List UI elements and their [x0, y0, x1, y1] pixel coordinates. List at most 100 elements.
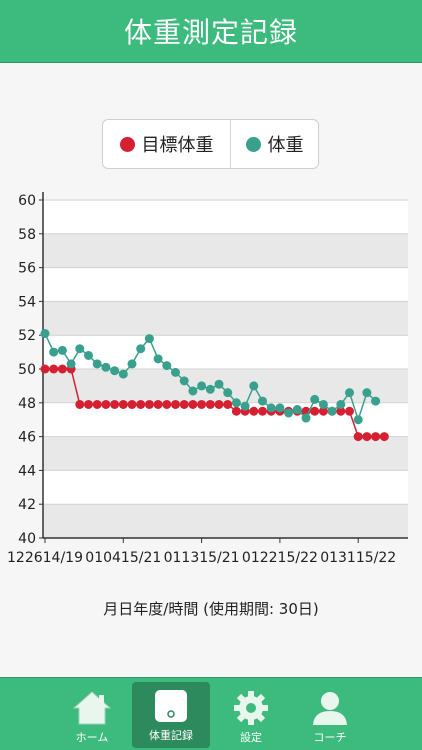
grid-band: [43, 369, 408, 403]
y-tick-label: 58: [18, 227, 36, 243]
weight-point: [318, 399, 328, 409]
weight-point: [110, 366, 120, 376]
weight-point: [75, 344, 85, 354]
weight-point: [136, 344, 146, 354]
weight-point: [162, 361, 172, 371]
target-weight-point: [162, 399, 172, 409]
target-weight-point: [249, 406, 259, 416]
target-weight-point: [84, 399, 93, 409]
weight-point: [336, 399, 346, 409]
y-tick-label: 48: [18, 396, 36, 412]
target-weight-point: [188, 399, 198, 409]
grid-band: [43, 436, 408, 471]
tab-label-coach: コーチ: [313, 731, 347, 744]
weight-point: [92, 359, 102, 369]
x-axis-label: 月日年度/時間 (使用期間: 30日): [103, 600, 319, 618]
target-weight-point: [110, 399, 120, 409]
target-weight-point: [310, 406, 320, 416]
x-tick-label: 122614/19: [7, 550, 83, 566]
x-tick-label: 012215/22: [242, 550, 318, 566]
grid-band: [43, 504, 408, 538]
weight-chart: 40 42 44 46 48 50 52 54 56 58 60 122614/19 010415/21…: [7, 192, 408, 566]
weight-point: [171, 367, 180, 377]
chart-legend: 目標体重 体重: [102, 119, 319, 169]
y-tick-label: 50: [18, 362, 36, 378]
target-weight-point: [362, 432, 372, 442]
weight-point: [118, 369, 128, 379]
y-tick-label: 46: [18, 430, 36, 446]
legend-item-target[interactable]: 目標体重: [103, 120, 231, 168]
weight-point: [101, 362, 111, 372]
tab-label-home: ホーム: [75, 731, 109, 744]
target-weight-point: [92, 399, 102, 409]
target-weight-point: [223, 399, 233, 409]
target-weight-point: [171, 399, 180, 409]
weight-point: [223, 388, 233, 398]
tab-bar: ホーム 体重記録 設定: [0, 677, 422, 750]
person-icon: [313, 692, 347, 725]
weight-point: [49, 347, 59, 357]
weight-point: [266, 403, 276, 413]
weight-point: [292, 405, 302, 415]
weight-point: [371, 396, 381, 406]
x-tick-label: 010415/21: [85, 550, 161, 566]
weight-point: [214, 379, 224, 389]
y-tick-label: 60: [18, 193, 36, 209]
weight-point: [205, 384, 215, 394]
target-weight-point: [379, 432, 389, 442]
weight-point: [345, 388, 354, 398]
target-weight-point: [57, 364, 67, 374]
weight-point: [275, 403, 285, 413]
target-weight-point: [75, 399, 85, 409]
tab-label-weight-record: 体重記録: [149, 729, 193, 742]
target-weight-point: [197, 399, 207, 409]
legend-label-weight: 体重: [267, 135, 304, 156]
target-weight-point: [153, 399, 163, 409]
tab-home[interactable]: ホーム: [53, 684, 131, 748]
target-weight-point: [345, 406, 354, 416]
weight-point: [327, 406, 337, 416]
weight-point: [310, 394, 320, 404]
y-tick-label: 42: [18, 497, 36, 513]
weight-point: [188, 386, 198, 396]
header-divider: [0, 62, 422, 63]
legend-label-target: 目標体重: [141, 135, 214, 156]
weight-point: [144, 334, 154, 344]
target-weight-point: [318, 406, 328, 416]
x-tick-label: 011315/21: [164, 550, 240, 566]
target-weight-point: [353, 432, 363, 442]
gear-icon: [234, 691, 268, 725]
weight-point: [353, 415, 363, 425]
y-tick-label: 44: [18, 463, 36, 479]
weight-point: [284, 408, 294, 418]
weight-point: [127, 359, 137, 369]
weight-point: [40, 329, 50, 339]
target-weight-point: [371, 432, 381, 442]
weight-point: [197, 381, 207, 391]
weight-point: [258, 396, 267, 406]
legend-item-weight[interactable]: 体重: [231, 120, 318, 168]
target-weight-point: [179, 399, 189, 409]
weight-point: [57, 345, 67, 355]
weight-point: [249, 381, 259, 391]
weight-point: [179, 376, 189, 386]
weight-dot: [245, 136, 261, 152]
weight-point: [240, 401, 250, 411]
tab-label-settings: 設定: [240, 731, 262, 744]
target-weight-point: [144, 399, 154, 409]
home-icon: [72, 691, 112, 725]
target-weight-point: [336, 406, 346, 416]
target-weight-point: [136, 399, 146, 409]
target-weight-point: [49, 364, 59, 374]
weight-point: [362, 388, 372, 398]
x-tick-label: 013115/22: [320, 550, 396, 566]
target-weight-point: [258, 406, 267, 416]
page-title: 体重測定記録: [0, 0, 422, 62]
target-weight-point: [127, 399, 137, 409]
tab-settings[interactable]: 設定: [212, 684, 290, 748]
y-tick-label: 54: [18, 294, 36, 310]
grid-band: [43, 301, 408, 336]
y-tick-label: 40: [18, 531, 36, 547]
tab-coach[interactable]: コーチ: [291, 684, 369, 748]
tab-weight-record[interactable]: 体重記録: [132, 682, 210, 748]
